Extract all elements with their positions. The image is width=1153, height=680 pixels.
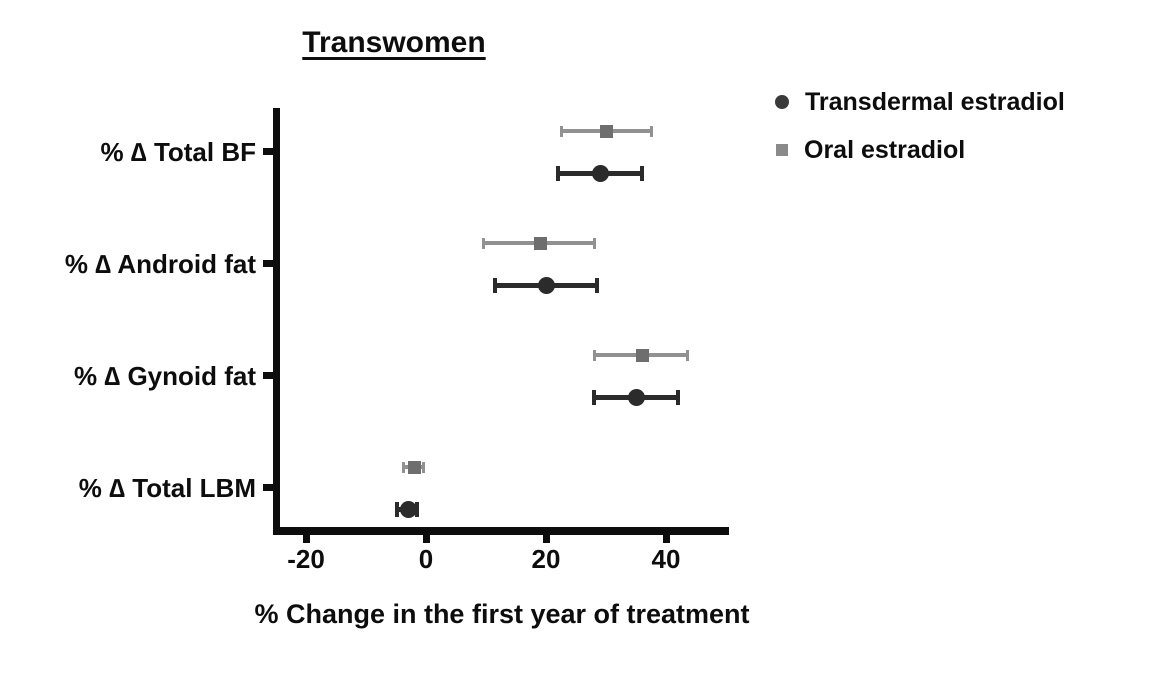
error-bar-cap — [592, 349, 596, 361]
circle-marker-icon — [775, 95, 789, 109]
error-bar-cap — [559, 125, 563, 137]
x-tick-mark — [663, 527, 670, 543]
x-tick-mark — [303, 527, 310, 543]
error-bar-cap — [493, 277, 497, 293]
error-bar-cap — [415, 501, 419, 517]
error-bar-cap — [395, 501, 400, 517]
x-tick-label: 0 — [418, 544, 434, 574]
legend: Transdermal estradiol Oral estradiol — [775, 82, 1065, 178]
x-tick-label: 40 — [651, 544, 681, 574]
circle-data-marker — [591, 164, 609, 182]
category-label-total-lbm: % ∆ Total LBM — [78, 473, 256, 503]
legend-item-transdermal: Transdermal estradiol — [775, 82, 1065, 122]
circle-data-marker — [627, 388, 645, 406]
circle-data-marker — [399, 500, 417, 518]
error-bar-cap — [595, 277, 599, 293]
legend-label: Transdermal estradiol — [805, 87, 1065, 116]
circle-data-marker — [537, 276, 555, 294]
error-bar-cap — [421, 461, 425, 473]
error-bar-cap — [592, 237, 596, 249]
y-tick-mark — [263, 372, 273, 379]
square-data-marker — [407, 460, 421, 474]
x-axis-line — [273, 527, 729, 535]
square-data-marker — [533, 236, 547, 250]
category-label-gynoid-fat: % ∆ Gynoid fat — [73, 361, 256, 391]
error-bar-cap — [640, 165, 644, 181]
square-data-marker — [599, 124, 613, 138]
error-bar-cap — [685, 349, 689, 361]
x-axis-title: % Change in the first year of treatment — [254, 599, 750, 629]
y-tick-mark — [263, 148, 273, 155]
legend-label: Oral estradiol — [804, 135, 966, 164]
error-bar-cap — [676, 389, 680, 405]
chart-title: Transwomen — [302, 26, 486, 59]
error-bar-cap — [556, 165, 560, 181]
error-bar-cap — [481, 237, 485, 249]
y-axis-line — [273, 108, 280, 535]
x-tick-label: -20 — [287, 544, 325, 574]
category-label-android-fat: % ∆ Android fat — [64, 249, 256, 279]
legend-item-oral: Oral estradiol — [775, 130, 1065, 170]
error-bar-cap — [649, 125, 653, 137]
square-data-marker — [635, 348, 649, 362]
y-tick-mark — [263, 484, 273, 491]
error-bar-cap — [402, 461, 406, 473]
x-tick-mark — [543, 527, 550, 543]
x-tick-mark — [423, 527, 430, 543]
category-label-total-bf: % ∆ Total BF — [100, 137, 256, 167]
error-bar-cap — [592, 389, 596, 405]
x-tick-label: 20 — [531, 544, 561, 574]
square-marker-icon — [776, 144, 788, 156]
y-tick-mark — [263, 260, 273, 267]
